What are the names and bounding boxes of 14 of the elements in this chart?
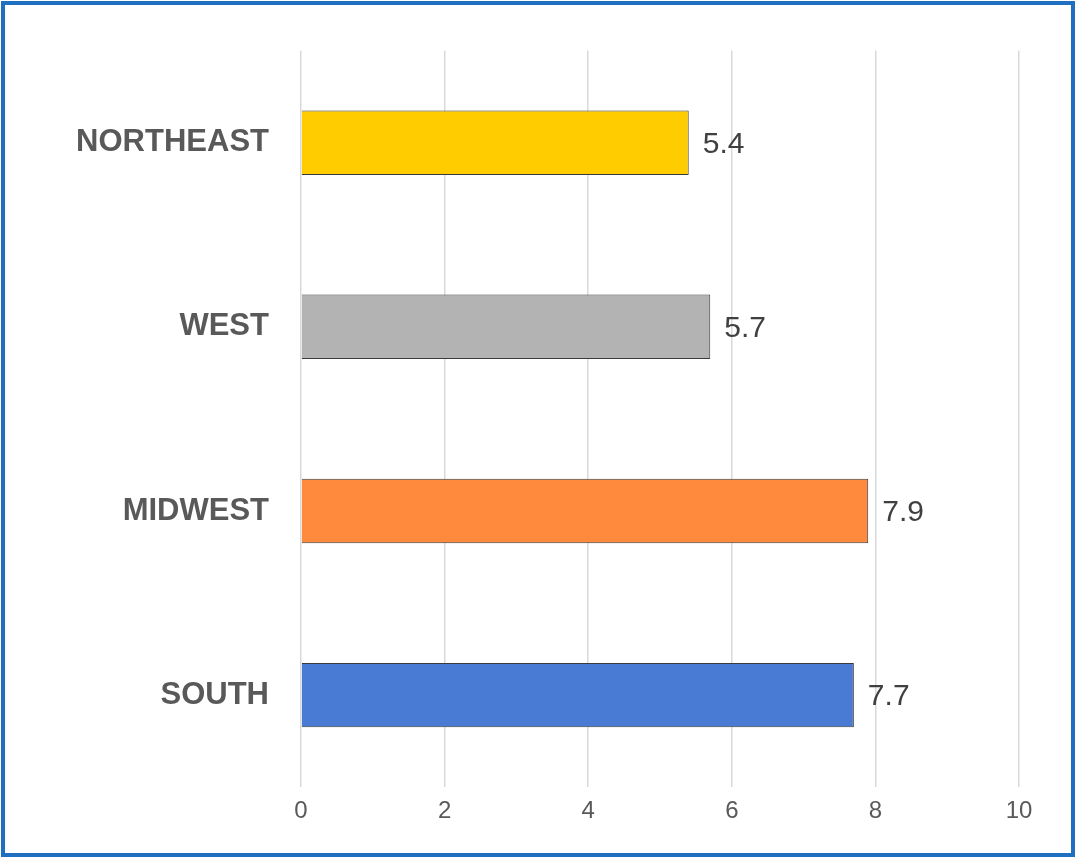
y-tick-label: NORTHEAST <box>76 123 270 159</box>
x-tick-label: 10 <box>1005 796 1033 824</box>
y-tick-label: SOUTH <box>160 675 269 711</box>
x-tick-label: 0 <box>294 796 308 824</box>
y-tick-label: MIDWEST <box>122 491 270 527</box>
data-label: 5.4 <box>702 125 745 159</box>
x-tick-label: 4 <box>581 796 595 824</box>
data-label: 5.7 <box>724 310 766 344</box>
data-label: 7.7 <box>867 678 910 712</box>
x-tick-label: 8 <box>868 796 883 824</box>
y-tick-label: WEST <box>179 307 270 343</box>
x-tick-label: 6 <box>725 796 739 824</box>
x-tick-label: 2 <box>437 796 452 824</box>
data-label: 7.9 <box>882 494 924 528</box>
